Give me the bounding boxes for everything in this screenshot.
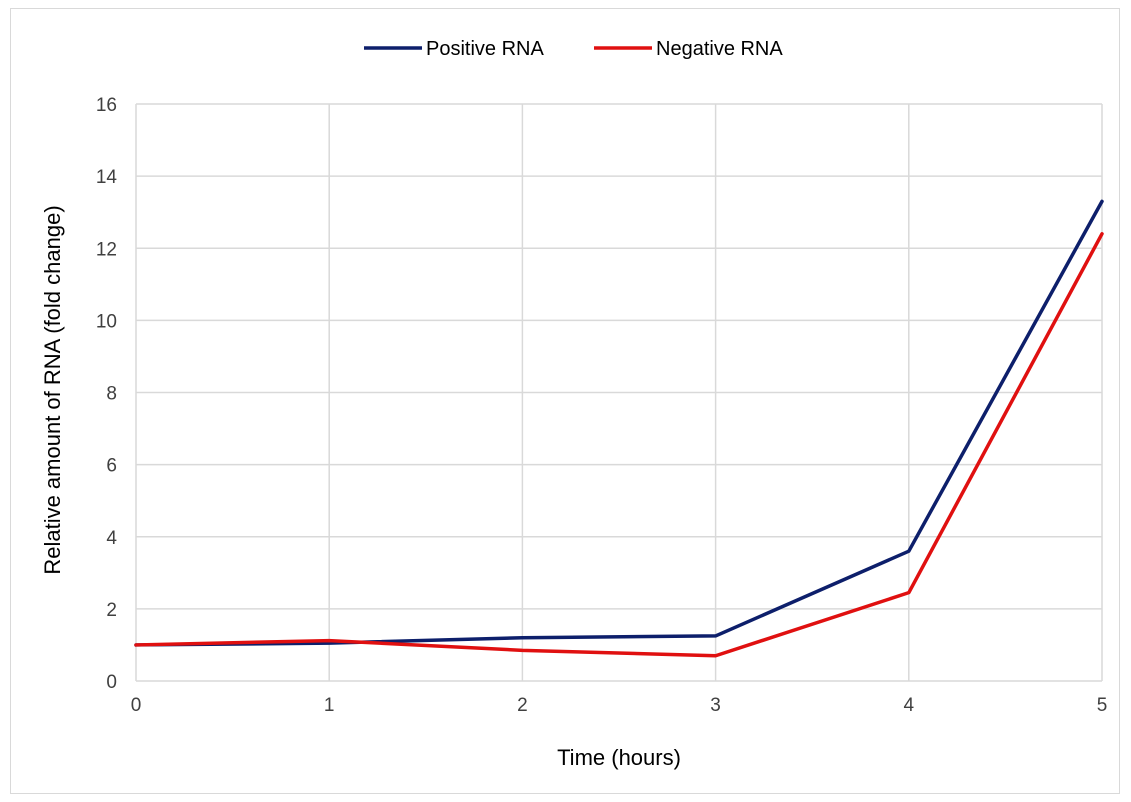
y-tick-label: 16	[96, 95, 117, 116]
series-line-positive-rna	[134, 199, 1104, 647]
x-tick-label: 4	[904, 695, 915, 716]
grid-lines	[135, 103, 1103, 682]
legend: Positive RNA Negative RNA	[364, 38, 783, 60]
y-tick-label: 10	[96, 311, 117, 332]
y-tick-label: 4	[106, 528, 117, 549]
x-axis-ticks: 0 1 2 3 4 5	[131, 695, 1108, 716]
x-axis-title: Time (hours)	[557, 745, 681, 770]
x-tick-label: 3	[710, 695, 721, 716]
y-tick-label: 0	[106, 672, 117, 693]
y-axis-ticks: 0 2 4 6 8 10 12 14 16	[96, 95, 118, 693]
x-tick-label: 1	[324, 695, 335, 716]
y-tick-label: 12	[96, 239, 117, 260]
y-tick-label: 2	[106, 600, 117, 621]
x-tick-label: 2	[517, 695, 528, 716]
series-line-negative-rna	[134, 232, 1104, 658]
y-tick-label: 8	[106, 384, 117, 405]
x-tick-label: 0	[131, 695, 142, 716]
y-axis-title: Relative amount of RNA (fold change)	[40, 205, 65, 574]
y-tick-label: 6	[106, 456, 117, 477]
series-lines	[134, 199, 1104, 658]
legend-label: Negative RNA	[656, 38, 783, 60]
x-tick-label: 5	[1097, 695, 1108, 716]
y-tick-label: 14	[96, 167, 118, 188]
legend-label: Positive RNA	[426, 38, 544, 60]
chart-frame	[10, 8, 1120, 794]
